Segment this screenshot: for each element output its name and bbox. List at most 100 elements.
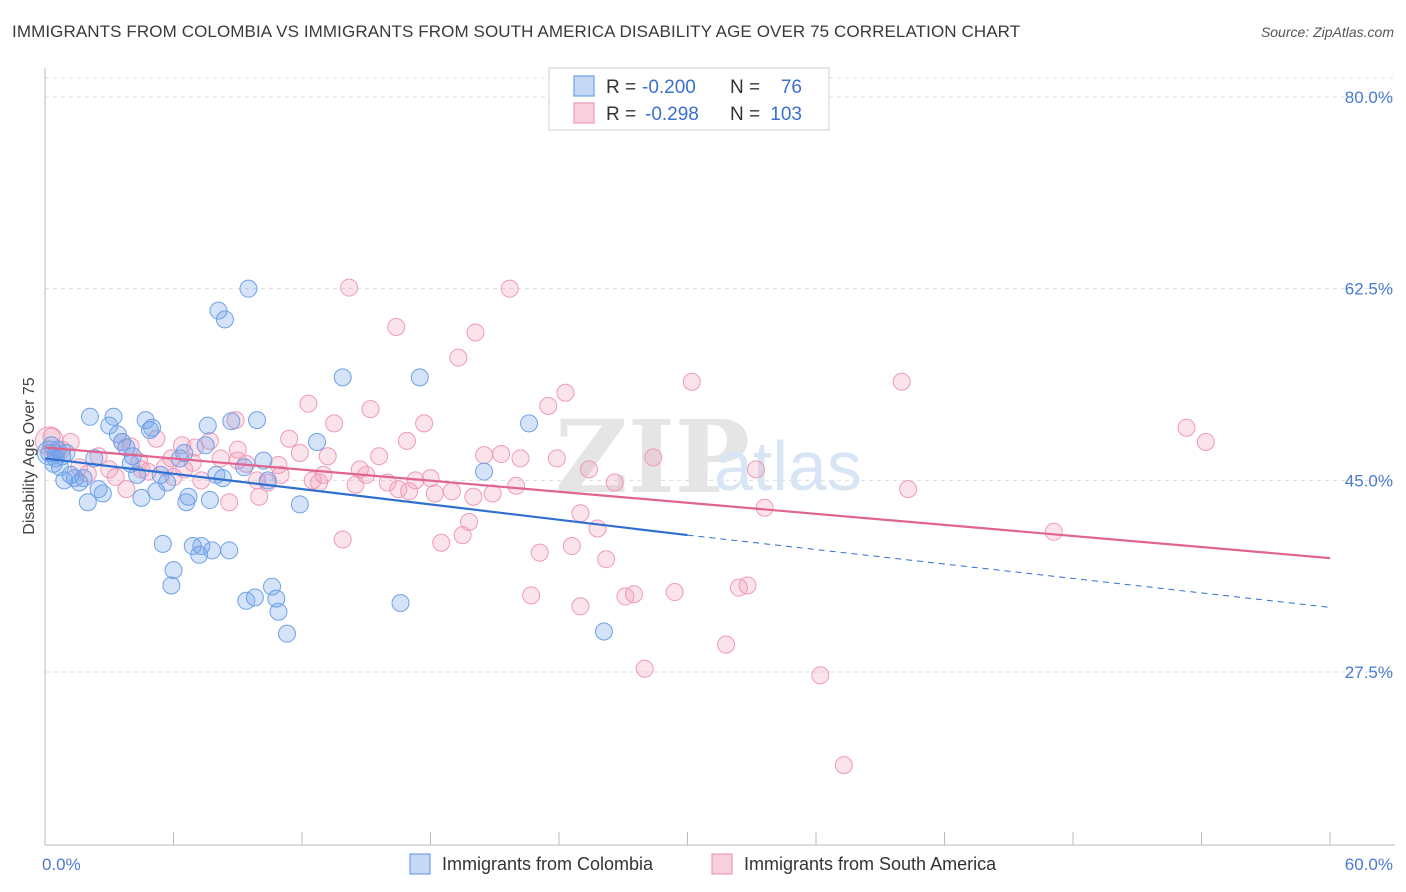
point-colombia-29 — [143, 418, 162, 437]
point-colombia-42 — [192, 537, 211, 556]
x-tick-label-0: 0.0% — [42, 855, 81, 874]
point-south-america-87 — [250, 487, 269, 506]
legend-n-label-1: N = — [730, 77, 760, 98]
point-south-america-21 — [220, 493, 239, 512]
point-colombia-55 — [239, 279, 258, 298]
point-south-america-39 — [387, 318, 406, 336]
legend-r-label-1: R = — [606, 77, 636, 98]
point-colombia-52 — [222, 412, 241, 431]
point-south-america-95 — [453, 526, 472, 545]
point-colombia-15 — [85, 449, 104, 468]
point-south-america-29 — [299, 394, 318, 413]
y-axis-label: Disability Age Over 75 — [21, 377, 38, 535]
point-colombia-57 — [248, 411, 267, 430]
point-colombia-61 — [267, 589, 286, 608]
point-south-america-70 — [682, 372, 701, 391]
point-colombia-31 — [151, 465, 170, 484]
point-south-america-69 — [665, 583, 684, 602]
point-colombia-27 — [136, 411, 155, 430]
point-south-america-99 — [314, 465, 333, 484]
point-colombia-64 — [290, 495, 309, 514]
point-south-america-8 — [106, 468, 125, 487]
point-colombia-68 — [410, 368, 429, 387]
point-south-america-77 — [834, 756, 853, 775]
point-south-america-43 — [425, 484, 444, 503]
point-south-america-48 — [466, 323, 485, 342]
point-south-america-66 — [624, 585, 643, 604]
point-south-america-75 — [755, 498, 774, 517]
point-south-america-58 — [556, 383, 575, 402]
point-colombia-13 — [78, 493, 97, 512]
point-colombia-70 — [520, 414, 539, 433]
legend-n-value-2: 103 — [770, 104, 802, 125]
axes — [44, 68, 1395, 846]
point-colombia-26 — [132, 488, 151, 507]
point-colombia-39 — [179, 487, 198, 506]
point-south-america-74 — [747, 460, 766, 479]
point-colombia-46 — [203, 541, 222, 560]
y-tick-label-1: 45.0% — [1345, 471, 1393, 490]
point-colombia-48 — [209, 301, 228, 320]
point-colombia-37 — [175, 443, 194, 462]
point-south-america-98 — [464, 487, 483, 506]
legend-r-value-1: -0.200 — [642, 77, 696, 98]
point-south-america-49 — [475, 446, 494, 465]
point-south-america-57 — [547, 449, 566, 468]
point-south-america-47 — [460, 512, 479, 531]
point-colombia-22 — [117, 438, 136, 457]
point-south-america-61 — [579, 460, 598, 479]
point-south-america-40 — [397, 431, 416, 450]
point-south-america-18 — [192, 471, 211, 490]
legend-n-value-1: 76 — [781, 77, 802, 98]
point-south-america-64 — [605, 473, 624, 492]
point-colombia-43 — [196, 436, 215, 455]
point-south-america-34 — [340, 278, 359, 297]
point-colombia-30 — [147, 482, 166, 501]
point-colombia-67 — [391, 594, 410, 612]
point-colombia-60 — [263, 577, 282, 596]
point-south-america-28 — [290, 443, 309, 462]
bottom-legend-swatch-colombia — [409, 853, 431, 875]
point-south-america-45 — [442, 482, 461, 501]
point-south-america-102 — [400, 482, 419, 501]
point-colombia-17 — [93, 484, 112, 503]
chart-title: IMMIGRANTS FROM COLOMBIA VS IMMIGRANTS F… — [12, 22, 1021, 41]
point-colombia-44 — [198, 416, 217, 435]
point-colombia-51 — [220, 541, 239, 560]
point-south-america-93 — [389, 480, 408, 499]
point-south-america-94 — [571, 504, 590, 523]
point-south-america-13 — [147, 429, 166, 448]
grid-lines — [45, 77, 1395, 673]
trend-line-colombia-extension — [687, 534, 1331, 608]
point-south-america-59 — [562, 537, 581, 556]
point-south-america-54 — [522, 586, 541, 605]
bottom-legend-swatch-south-america — [711, 853, 733, 875]
point-colombia-66 — [333, 368, 352, 387]
point-south-america-82 — [1196, 433, 1215, 451]
legend: R = -0.200 N = 76 R = -0.298 N = 103 — [548, 67, 830, 131]
point-colombia-65 — [307, 433, 326, 451]
point-colombia-53 — [235, 458, 254, 477]
y-tick-label-3: 80.0% — [1345, 88, 1393, 107]
x-tick-label-1: 60.0% — [1345, 855, 1393, 874]
legend-n-label-2: N = — [730, 104, 760, 125]
series-south-america-points — [34, 278, 1215, 775]
watermark-zip: ZIP — [555, 398, 750, 516]
point-south-america-9 — [117, 480, 136, 499]
point-south-america-51 — [492, 445, 511, 464]
point-south-america-91 — [507, 476, 526, 495]
y-tick-label-2: 62.5% — [1345, 280, 1393, 299]
point-south-america-79 — [899, 480, 918, 499]
series-colombia-points — [36, 279, 613, 643]
point-colombia-33 — [158, 473, 177, 492]
point-colombia-28 — [140, 420, 159, 439]
point-south-america-22 — [228, 440, 247, 459]
bottom-legend: Immigrants from Colombia Immigrants from… — [409, 853, 997, 875]
point-south-america-20 — [211, 449, 230, 468]
source-credit: Source: ZipAtlas.com — [1260, 24, 1394, 40]
point-south-america-63 — [597, 550, 616, 569]
point-south-america-36 — [361, 400, 380, 419]
watermark-atlas: atlas — [714, 427, 862, 505]
point-colombia-69 — [475, 462, 494, 481]
